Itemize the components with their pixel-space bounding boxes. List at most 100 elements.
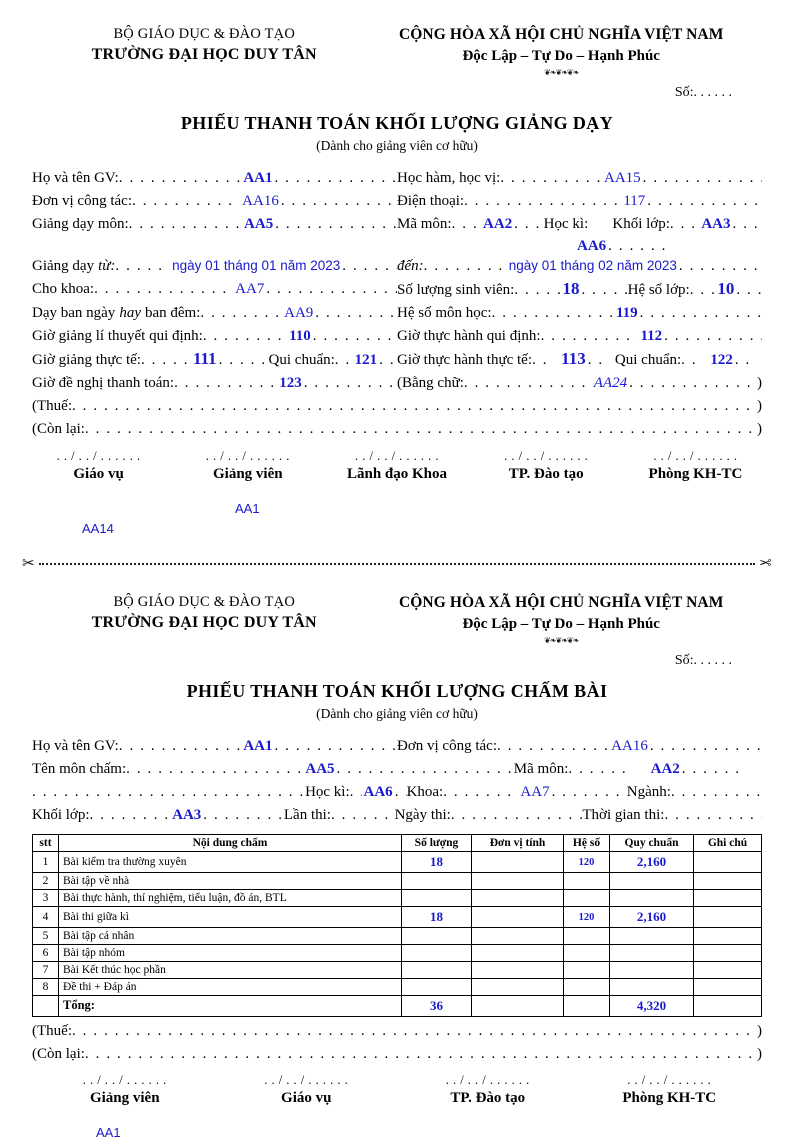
field-daynight[interactable]: Dạy ban ngày hay ban đêm: . . . . . . . …	[32, 303, 397, 324]
department-label: Đơn vị công tác:	[397, 736, 497, 757]
dots-fill: . . . . . . . . . . . . . . . . . . . . …	[72, 1021, 757, 1042]
signature-role: Giảng viên	[173, 466, 322, 483]
cell-stt: 3	[33, 889, 59, 906]
cell-quantity: 18	[402, 906, 472, 927]
subject-label: Giảng dạy môn:	[32, 214, 129, 235]
table-row[interactable]: 6 Bài tập nhóm	[33, 944, 762, 961]
exam-time-label: Thời gian thi:	[582, 805, 664, 826]
field-subject[interactable]: Giảng dạy môn: . . . . . . . . . . . . .…	[32, 214, 397, 235]
field-subject-code[interactable]: Mã môn: . . . . . . AA2 . . . . . .	[514, 759, 762, 780]
tax-close: )	[757, 396, 762, 417]
form2-stamp-area: AA1	[0, 1107, 794, 1147]
form2-signature-row: . . / . . / . . . . . . Giảng viên . . /…	[0, 1073, 794, 1107]
cell-standard	[610, 927, 694, 944]
table-row[interactable]: 2 Bài tập về nhà	[33, 872, 762, 889]
dots-fill: . .	[681, 350, 708, 371]
teach-from-label: Giảng dạy	[32, 256, 94, 277]
signature-block[interactable]: . . / . . / . . . . . . Giáo vụ	[24, 449, 173, 483]
field-phone[interactable]: Điện thoại: . . . . . . . . . . . . . . …	[397, 191, 762, 212]
signature-block[interactable]: . . / . . / . . . . . . Phòng KH-TC	[579, 1073, 761, 1107]
signature-block[interactable]: . . / . . / . . . . . . Giảng viên	[173, 449, 322, 483]
field-department[interactable]: Đơn vị công tác: . . . . . . . . . . . .…	[397, 736, 762, 757]
field-subject-coef[interactable]: Hệ số môn học: . . . . . . . . . . . . .…	[397, 303, 762, 324]
dots-fill: . . . . . . . . . .	[424, 256, 507, 277]
subject-code-value: AA2	[649, 759, 682, 780]
signature-date: . . / . . / . . . . . .	[173, 449, 322, 464]
field-student-count-group[interactable]: Số lượng sinh viên: . . . . . 18 . . . .…	[397, 279, 762, 301]
field-class-group[interactable]: Khối lớp: . . . . . . . . . . AA3 . . . …	[32, 805, 762, 826]
field-academic-rank[interactable]: Học hàm, học vị: . . . . . . . . . . . .…	[397, 168, 762, 189]
table-row[interactable]: 8 Đề thi + Đáp án	[33, 978, 762, 995]
cell-content: Bài tập về nhà	[59, 872, 402, 889]
signature-block[interactable]: . . / . . / . . . . . . Lãnh đạo Khoa	[322, 449, 471, 483]
tax-label: (Thuế:	[32, 396, 72, 417]
standard-value: 2,160	[637, 909, 666, 924]
field-faculty[interactable]: Cho khoa: . . . . . . . . . . . . . . . …	[32, 279, 397, 301]
field-payment-hours[interactable]: Giờ đề nghị thanh toán: . . . . . . . . …	[32, 373, 397, 394]
quantity-value: 18	[430, 909, 443, 924]
field-teacher-name[interactable]: Họ và tên GV: . . . . . . . . . . . . . …	[32, 168, 397, 189]
cell-quantity	[402, 944, 472, 961]
form2-subtitle: (Dành cho giảng viên cơ hữu)	[0, 706, 794, 722]
cell-stt: 1	[33, 851, 59, 872]
cell-total-label: Tổng:	[59, 995, 402, 1016]
signature-role: Giảng viên	[34, 1090, 216, 1107]
signature-block[interactable]: . . / . . / . . . . . . Giáo vụ	[216, 1073, 398, 1107]
field-in-words[interactable]: (Bằng chữ: . . . . . . . . . . . . . . A…	[397, 373, 762, 394]
cell-standard	[610, 889, 694, 906]
field-semester-group[interactable]: . . . . . . . . . . . . . . . . . . . . …	[32, 782, 762, 803]
signature-block[interactable]: . . / . . / . . . . . . Phòng KH-TC	[621, 449, 770, 483]
dots-fill: . . . . . . . . . . . . . .	[492, 303, 614, 324]
grading-table: stt Nội dung chấm Số lượng Đơn vị tính H…	[32, 834, 762, 1017]
field-tax[interactable]: (Thuế: . . . . . . . . . . . . . . . . .…	[32, 396, 762, 417]
table-row[interactable]: 5 Bài tập cá nhân	[33, 927, 762, 944]
signature-role: TP. Đào tạo	[397, 1090, 579, 1107]
cell-note	[694, 978, 762, 995]
subject-code-value: AA2	[481, 214, 514, 235]
class-coef-value: 10	[715, 279, 736, 300]
faculty-value: AA7	[233, 279, 266, 300]
col-note: Ghi chú	[694, 834, 762, 851]
signature-block[interactable]: . . / . . / . . . . . . TP. Đào tạo	[472, 449, 621, 483]
dots-fill: . . . . . . . . . . .	[541, 326, 639, 347]
dots-fill: . . . . . . . . . . . . . .	[464, 373, 592, 394]
form1-subtitle: (Dành cho giảng viên cơ hữu)	[0, 138, 794, 154]
dots-fill: . . .	[736, 280, 762, 301]
form1-header: BỘ GIÁO DỤC & ĐÀO TẠO TRƯỜNG ĐẠI HỌC DUY…	[0, 0, 794, 77]
table-row[interactable]: 4 Bài thi giữa kì 18 120 2,160	[33, 906, 762, 927]
field-remain[interactable]: (Còn lại: . . . . . . . . . . . . . . . …	[32, 419, 762, 440]
field-tax[interactable]: (Thuế: . . . . . . . . . . . . . . . . .…	[32, 1021, 762, 1042]
table-row[interactable]: 7 Bài Kết thúc học phần	[33, 961, 762, 978]
cell-note	[694, 906, 762, 927]
dots-fill: . . . . . . . . . . . . . .	[129, 214, 242, 235]
col-content: Nội dung chấm	[59, 834, 402, 851]
field-practice-required[interactable]: Giờ thực hành qui định: . . . . . . . . …	[397, 326, 762, 347]
form2-row-class: Khối lớp: . . . . . . . . . . AA3 . . . …	[32, 805, 762, 826]
remain-label: (Còn lại:	[32, 1044, 85, 1065]
field-grading-subject[interactable]: Tên môn chấm: . . . . . . . . . . . . . …	[32, 759, 514, 780]
grading-table-wrap: stt Nội dung chấm Số lượng Đơn vị tính H…	[0, 828, 794, 1017]
scissors-icon: ✂	[22, 557, 35, 572]
daynight-label-a: Dạy ban ngày	[32, 303, 115, 324]
field-remain[interactable]: (Còn lại: . . . . . . . . . . . . . . . …	[32, 1044, 762, 1065]
field-teach-from[interactable]: Giảng dạy từ: . . . . . . ngày 01 tháng …	[32, 256, 397, 277]
cell-unit	[472, 927, 564, 944]
cell-quantity	[402, 961, 472, 978]
subject-code-label: Mã môn:	[514, 759, 569, 780]
table-row[interactable]: 1 Bài kiểm tra thường xuyên 18 120 2,160	[33, 851, 762, 872]
field-subject-code-group[interactable]: Mã môn: . . . AA2 . . . Học kì: Khối lớp…	[397, 214, 762, 235]
field-theory-required[interactable]: Giờ giảng lí thuyết qui định: . . . . . …	[32, 326, 397, 347]
department-label: Đơn vị công tác:	[32, 191, 132, 212]
signature-block[interactable]: . . / . . / . . . . . . TP. Đào tạo	[397, 1073, 579, 1107]
field-teacher-name[interactable]: Họ và tên GV: . . . . . . . . . . . . . …	[32, 736, 397, 757]
field-department[interactable]: Đơn vị công tác: . . . . . . . . . . . .…	[32, 191, 397, 212]
signature-block[interactable]: . . / . . / . . . . . . Giảng viên	[34, 1073, 216, 1107]
field-teach-to[interactable]: đến: . . . . . . . . . . ngày 01 tháng 0…	[397, 256, 762, 277]
field-practice-actual-group[interactable]: Giờ thực hành thực tế: . . 113 . . Qui c…	[397, 349, 762, 371]
dots-fill: . . .	[690, 280, 716, 301]
table-row[interactable]: 3 Bài thực hành, thí nghiệm, tiểu luận, …	[33, 889, 762, 906]
signature-date: . . / . . / . . . . . .	[397, 1073, 579, 1088]
standard-value: 2,160	[637, 854, 666, 869]
form2-footer-fields: (Thuế: . . . . . . . . . . . . . . . . .…	[0, 1017, 794, 1065]
field-theory-actual-group[interactable]: Giờ giảng thực tế: . . . . . 111 . . . .…	[32, 349, 397, 371]
